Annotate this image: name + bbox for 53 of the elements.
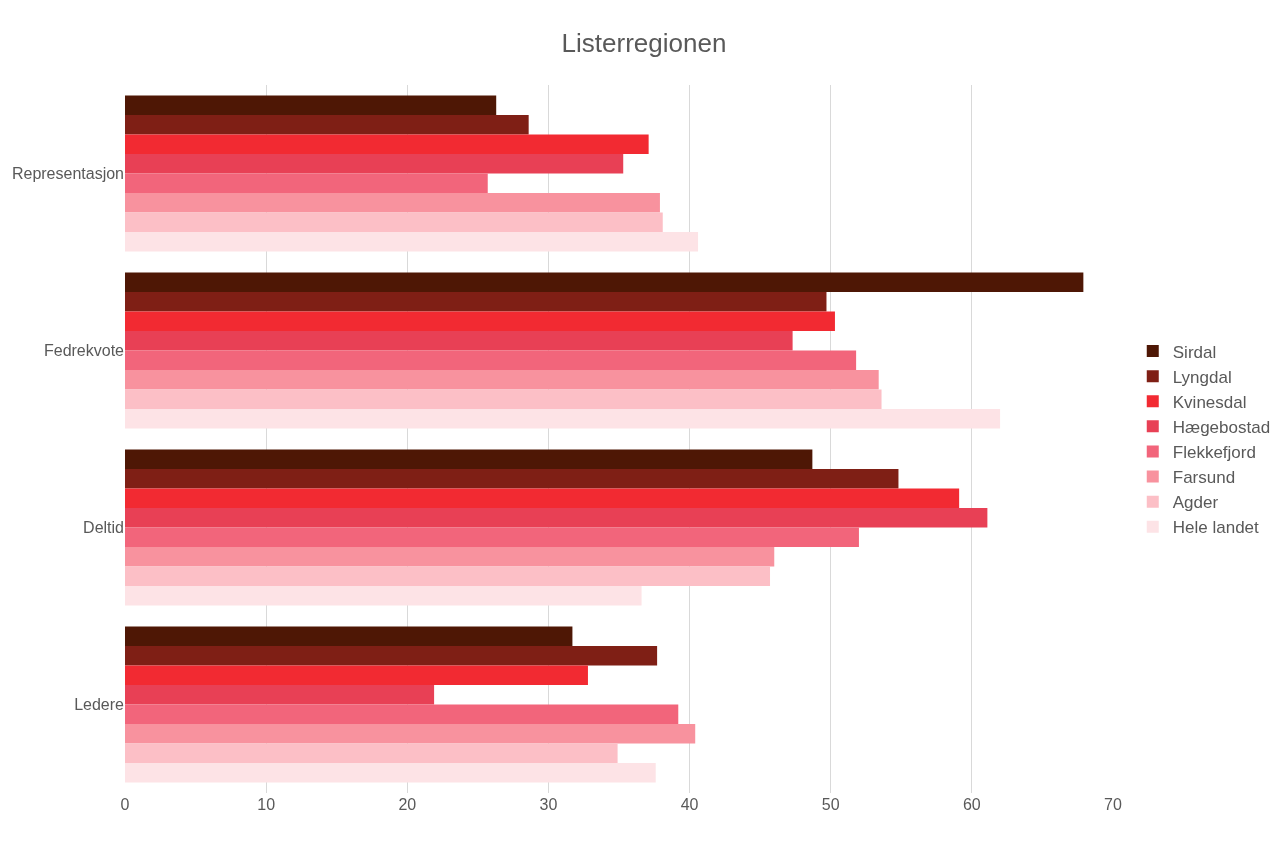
- bar: [125, 566, 771, 586]
- bar: [125, 508, 988, 528]
- bar: [125, 469, 899, 489]
- legend-label: Sirdal: [1172, 342, 1217, 362]
- legend-label: Lyngdal: [1172, 367, 1232, 387]
- y-tick-label: Fedrekvote: [43, 342, 125, 360]
- bar: [125, 743, 618, 763]
- y-tick-label: Ledere: [74, 696, 125, 714]
- legend-label: Kvinesdal: [1172, 392, 1247, 412]
- bar: [125, 231, 699, 252]
- legend-label: Flekkefjord: [1172, 443, 1256, 463]
- bar: [125, 212, 663, 232]
- bar: [125, 311, 835, 332]
- bar: [125, 723, 696, 744]
- bar: [125, 115, 529, 135]
- bar: [125, 154, 624, 174]
- x-tick-label: 70: [1104, 796, 1122, 813]
- bar: [125, 626, 573, 647]
- bar: [125, 449, 813, 470]
- y-tick-label: Deltid: [83, 519, 124, 537]
- bar: [125, 585, 642, 606]
- bar: [125, 292, 827, 312]
- x-tick-label: 40: [680, 796, 699, 813]
- bar: [125, 173, 488, 193]
- legend-label: Farsund: [1172, 468, 1236, 488]
- bar: [125, 546, 775, 567]
- bar: [125, 350, 857, 370]
- x-tick-label: 30: [539, 796, 558, 813]
- bar: [125, 685, 435, 705]
- bar: [125, 272, 1084, 293]
- legend-label: Agder: [1172, 493, 1219, 513]
- legend-label: Hele landet: [1172, 518, 1260, 538]
- bar: [125, 646, 658, 666]
- x-tick-label: 50: [821, 796, 840, 813]
- bar: [125, 369, 879, 390]
- legend-label: Hægebostad: [1172, 417, 1271, 437]
- bar: [125, 488, 960, 509]
- chart-title: Listerregionen: [561, 27, 727, 58]
- y-tick-label: Representasjon: [11, 165, 124, 183]
- bar: [125, 389, 882, 409]
- bar: [125, 527, 859, 547]
- bar: [125, 95, 497, 116]
- bar: [125, 134, 649, 155]
- x-tick-label: 0: [120, 796, 130, 813]
- x-tick-label: 10: [257, 796, 276, 813]
- x-tick-label: 60: [962, 796, 981, 813]
- x-tick-label: 20: [398, 796, 417, 813]
- bar: [125, 704, 679, 724]
- bar: [125, 331, 793, 351]
- bar: [125, 408, 1001, 429]
- bar: [125, 665, 588, 686]
- bar: [125, 762, 656, 783]
- bar: [125, 192, 660, 213]
